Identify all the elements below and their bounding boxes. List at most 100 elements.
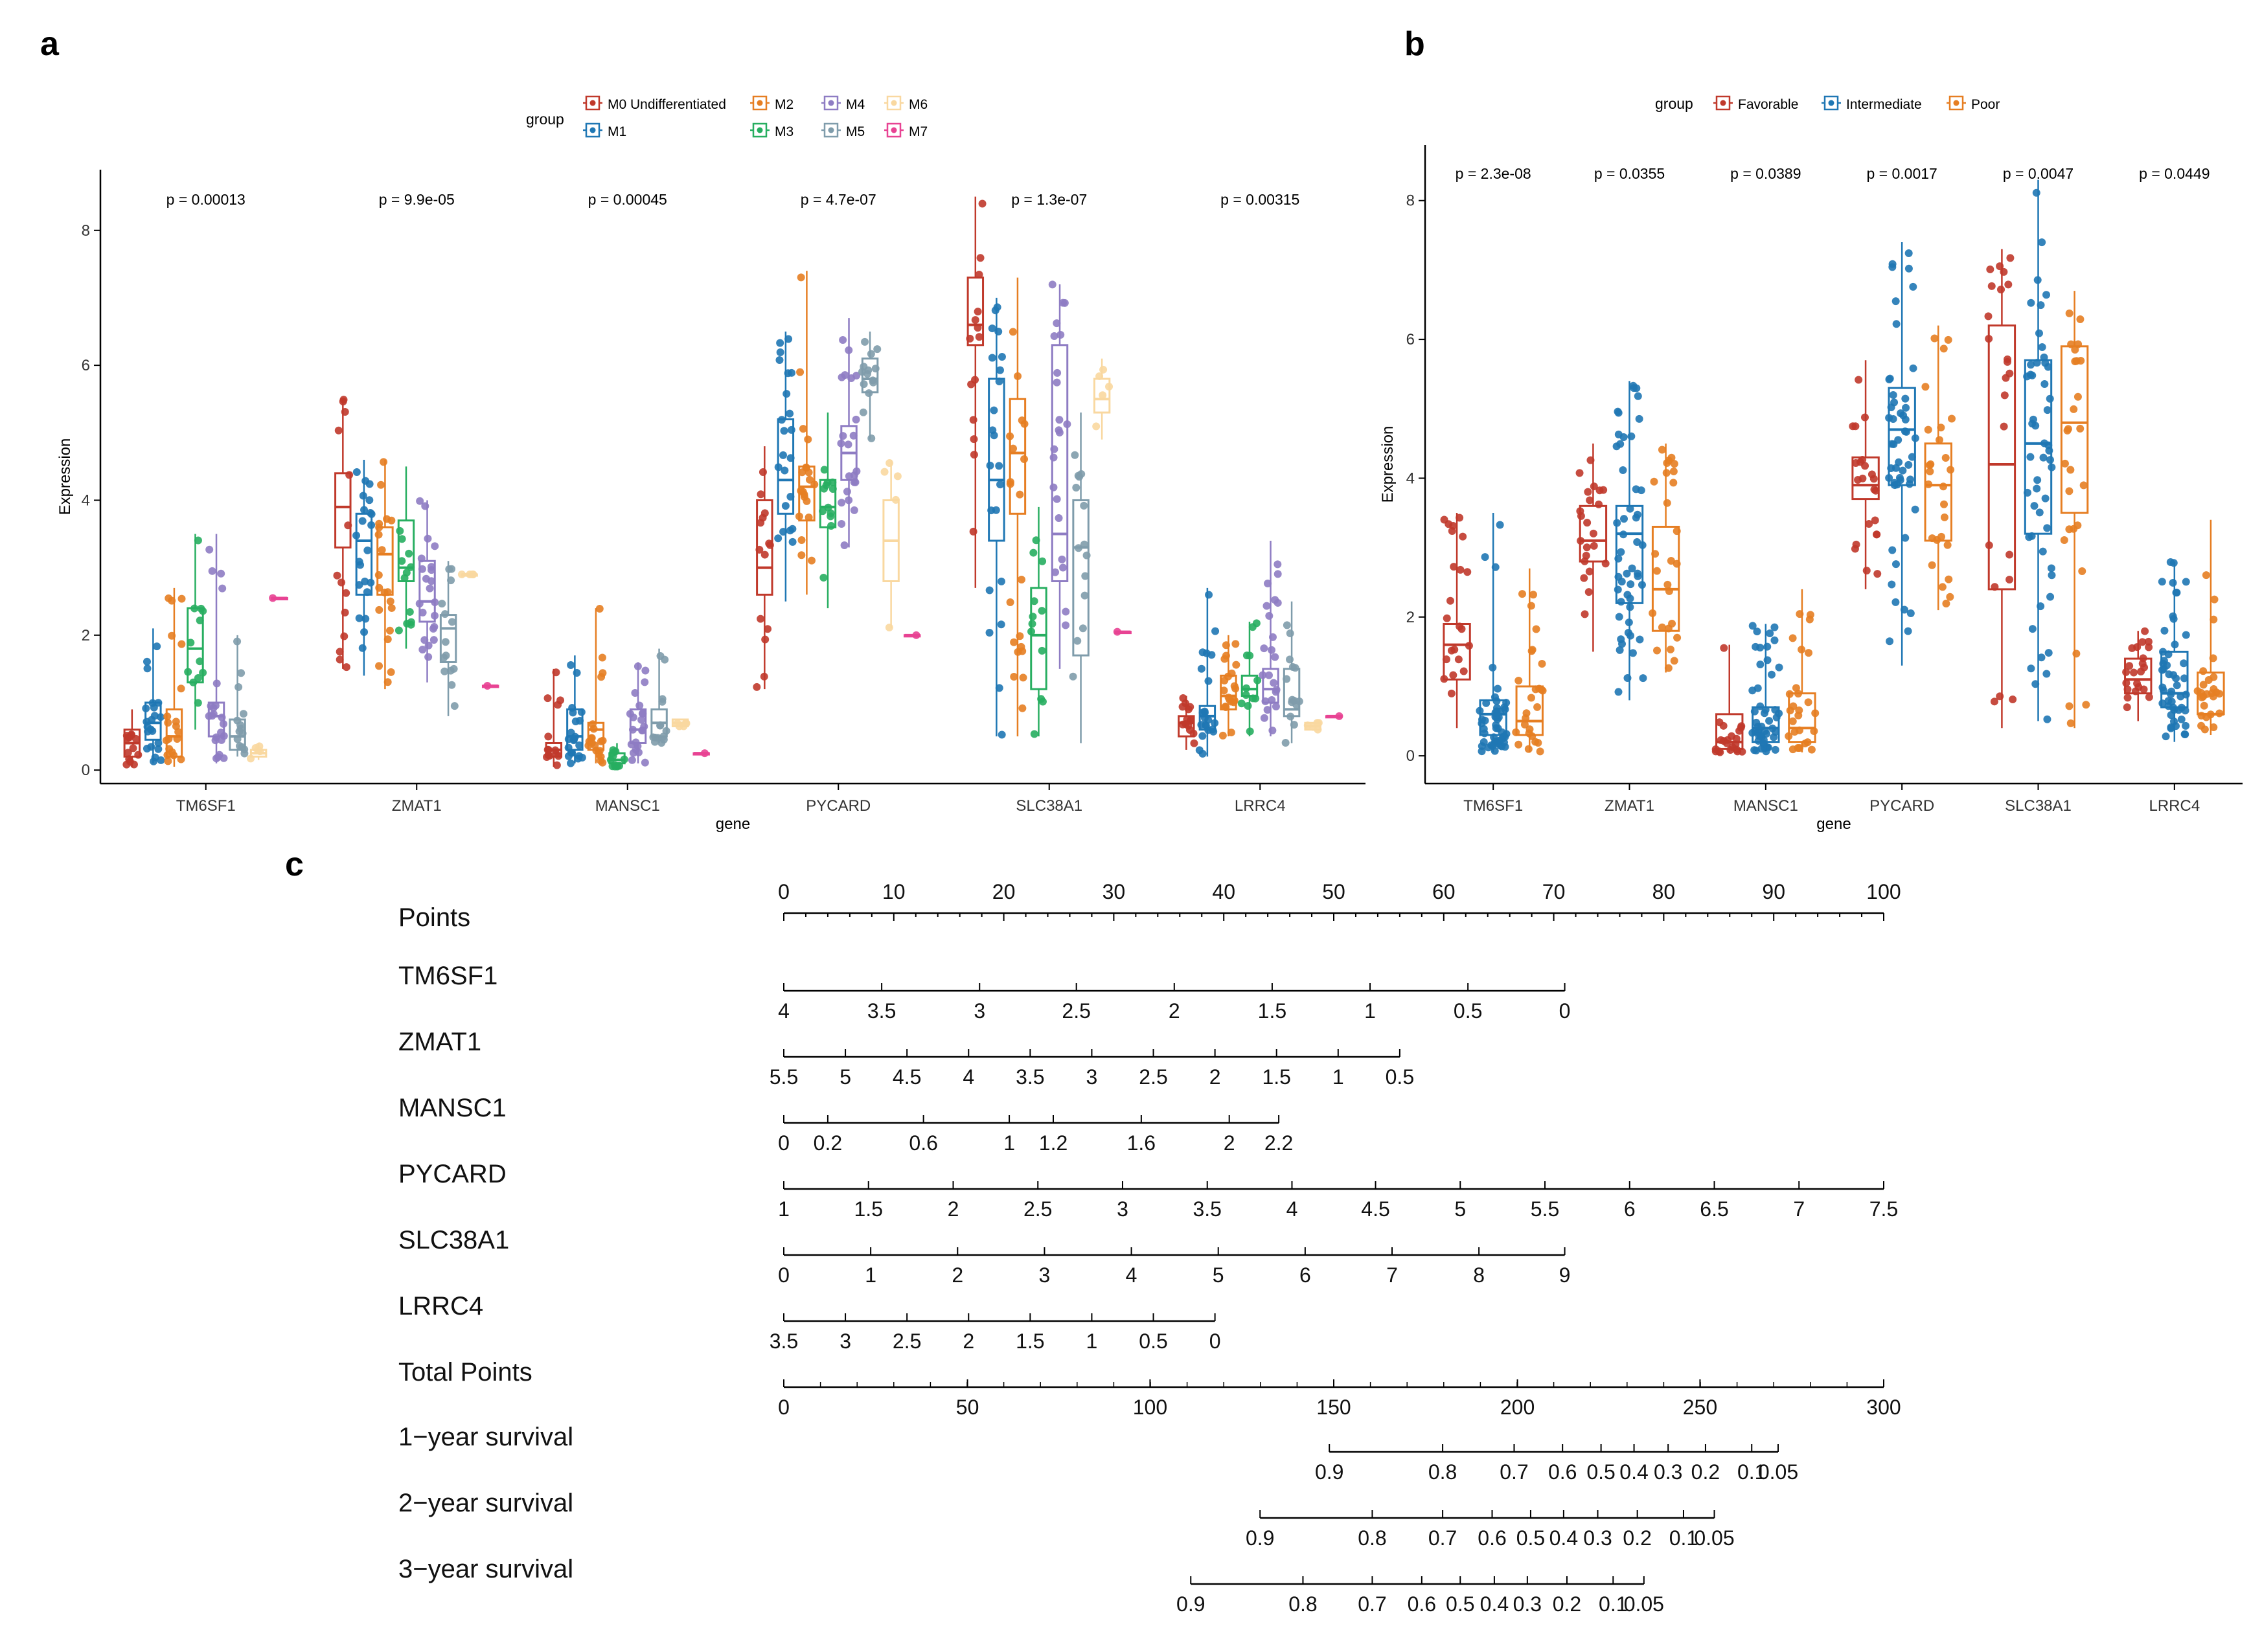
data-point	[1590, 482, 1598, 491]
data-point	[2169, 612, 2177, 620]
data-point	[1937, 532, 1945, 541]
data-point	[168, 748, 176, 756]
data-point	[1899, 411, 1908, 420]
survival-tick-label: 0.5	[1516, 1526, 1545, 1550]
data-point	[153, 642, 161, 651]
box	[1030, 587, 1047, 690]
data-point	[1271, 596, 1279, 604]
data-point	[839, 335, 847, 344]
variable-tick-label: 1.5	[854, 1197, 883, 1221]
data-point	[885, 459, 894, 468]
box	[355, 512, 373, 596]
data-point	[1073, 637, 1082, 645]
data-point	[2125, 662, 2134, 670]
data-point	[2027, 361, 2035, 369]
p-value-label: p = 2.3e-08	[1456, 165, 1531, 182]
data-point	[1862, 567, 1871, 575]
data-point	[205, 545, 214, 554]
data-point	[1248, 623, 1257, 631]
data-point	[1871, 486, 1880, 495]
variable-tick-label: 2.5	[893, 1330, 921, 1353]
data-point	[635, 701, 644, 710]
survival-tick-label: 0.6	[1478, 1526, 1506, 1550]
data-point	[1906, 609, 1915, 618]
data-point	[2182, 578, 2190, 586]
data-point	[2031, 680, 2040, 688]
data-point	[1030, 730, 1038, 738]
box	[2024, 359, 2053, 535]
data-point	[418, 646, 427, 654]
points-axis-tick-label: 90	[1762, 880, 1785, 903]
data-point	[2079, 481, 2088, 490]
data-point	[1463, 568, 1472, 576]
data-point	[975, 270, 983, 278]
data-point	[426, 584, 434, 593]
box	[1443, 623, 1471, 681]
data-point	[970, 435, 978, 444]
y-tick-label: 6	[82, 357, 90, 374]
data-point	[1585, 567, 1594, 576]
data-point	[1627, 432, 1636, 440]
data-point	[1634, 392, 1642, 400]
data-point	[2070, 405, 2078, 413]
data-point	[1514, 740, 1523, 749]
data-point	[1272, 702, 1280, 710]
data-point	[1060, 299, 1069, 307]
data-point	[441, 638, 450, 646]
data-point	[970, 451, 978, 459]
panel-letter-a: a	[40, 25, 60, 63]
points-axis-tick-label: 50	[1322, 880, 1345, 903]
data-point	[2129, 668, 2138, 677]
legend-item-label: Poor	[1971, 97, 2000, 112]
data-point	[997, 620, 1005, 629]
box	[1515, 685, 1544, 736]
variable-tick-label: 4.5	[893, 1065, 921, 1089]
data-point	[340, 632, 348, 640]
data-point	[1669, 467, 1678, 475]
data-point	[1891, 297, 1900, 306]
data-point	[1264, 580, 1272, 588]
data-point	[2200, 725, 2209, 734]
box	[1220, 674, 1237, 710]
data-point	[429, 624, 437, 633]
data-point	[365, 496, 374, 504]
data-point	[1666, 645, 1674, 653]
data-point	[177, 685, 185, 693]
variable-tick-label: 0	[778, 1263, 790, 1287]
data-point	[1851, 545, 1859, 553]
data-point	[2026, 370, 2035, 379]
data-point	[1630, 384, 1638, 392]
data-point	[995, 462, 1003, 470]
data-point	[1019, 673, 1027, 682]
x-tick-label: ZMAT1	[1605, 797, 1654, 815]
data-point	[807, 556, 816, 565]
data-point	[2140, 663, 2149, 672]
data-point	[237, 669, 246, 677]
data-point	[1938, 583, 1947, 591]
data-point	[1761, 744, 1769, 752]
legend-key-dot	[589, 127, 596, 133]
data-point	[355, 614, 363, 622]
data-point	[2074, 392, 2082, 401]
data-point	[2066, 719, 2075, 727]
variable-tick-label: 0.5	[1386, 1065, 1414, 1089]
data-point	[2141, 627, 2149, 635]
data-point	[1753, 628, 1761, 636]
data-point	[154, 745, 163, 753]
y-tick-label: 4	[82, 492, 90, 509]
variable-tick-label: 5	[1454, 1197, 1466, 1221]
variable-tick-label: 1.5	[1258, 999, 1286, 1023]
data-point	[450, 702, 459, 710]
data-point	[429, 636, 438, 644]
variable-tick-label: 2	[963, 1330, 974, 1353]
data-point	[1018, 416, 1026, 425]
data-point	[406, 607, 414, 616]
data-point	[1220, 655, 1229, 663]
data-point	[1788, 745, 1797, 754]
data-point	[1728, 732, 1736, 740]
data-point	[1715, 718, 1724, 727]
data-point	[1205, 591, 1213, 599]
data-point	[2200, 701, 2208, 710]
data-point	[2042, 291, 2051, 299]
data-point	[788, 537, 797, 546]
